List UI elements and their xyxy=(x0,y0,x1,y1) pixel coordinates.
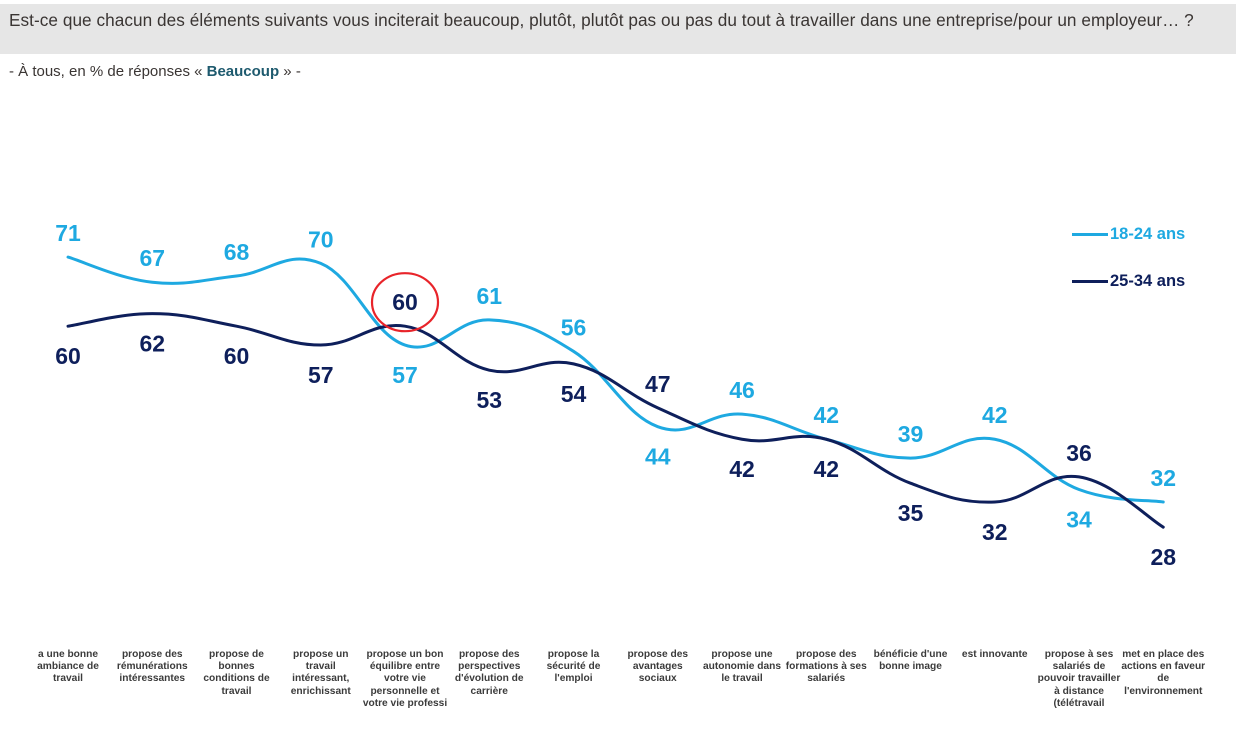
data-label: 60 xyxy=(224,343,250,369)
data-label: 42 xyxy=(813,456,839,482)
series-line-25-34-ans xyxy=(66,312,1165,529)
subtitle-suffix: » - xyxy=(279,63,301,80)
data-label: 62 xyxy=(139,331,165,357)
data-label: 67 xyxy=(139,245,165,271)
data-label: 28 xyxy=(1150,544,1176,570)
category-label: propose un bon équilibre entre votre vie… xyxy=(362,649,448,709)
data-label: 32 xyxy=(1150,465,1176,491)
data-label: 60 xyxy=(392,289,418,315)
series-line-18-24-ans xyxy=(66,255,1165,504)
data-label: 44 xyxy=(645,444,671,470)
data-label: 46 xyxy=(729,377,755,403)
category-label: propose de bonnes conditions de travail xyxy=(203,649,270,697)
data-label: 56 xyxy=(561,314,587,340)
data-label: 60 xyxy=(55,343,81,369)
data-label: 70 xyxy=(308,226,334,252)
question-text: Est-ce que chacun des éléments suivants … xyxy=(9,10,1194,30)
data-label: 34 xyxy=(1066,506,1092,532)
category-label: propose à ses salariés de pouvoir travai… xyxy=(1037,649,1121,709)
category-label: propose des perspectives d'évolution de … xyxy=(454,649,524,697)
category-label: propose un travail intéressant, enrichis… xyxy=(290,649,351,697)
subtitle-emphasis: Beaucoup xyxy=(206,63,280,80)
category-label: a une bonne ambiance de travail xyxy=(37,649,99,685)
data-label: 57 xyxy=(308,362,334,388)
highlight-circle xyxy=(370,272,440,333)
category-label: propose des avantages sociaux xyxy=(627,649,689,685)
legend-label-25-34: 25-34 ans xyxy=(1110,272,1186,290)
question-band: Est-ce que chacun des éléments suivants … xyxy=(0,4,1236,54)
category-label: propose des rémunérations intéressantes xyxy=(116,649,188,685)
category-label: propose des formations à ses salariés xyxy=(785,649,867,685)
legend-label-18-24: 18-24 ans xyxy=(1110,225,1186,243)
data-label: 39 xyxy=(898,421,924,447)
data-label: 42 xyxy=(813,402,839,428)
category-label: propose la sécurité de l'emploi xyxy=(546,649,601,685)
data-label: 42 xyxy=(982,402,1008,428)
data-label: 36 xyxy=(1066,440,1092,466)
data-label: 32 xyxy=(982,519,1008,545)
legend-item-25-34: 25-34 ans xyxy=(1072,272,1185,291)
category-label: met en place des actions en faveur de l'… xyxy=(1121,649,1206,697)
legend-swatch-18-24 xyxy=(1072,233,1108,236)
subtitle-prefix: - À tous, en % de réponses « xyxy=(9,63,207,80)
data-label: 71 xyxy=(55,220,81,246)
data-label: 53 xyxy=(476,387,502,413)
category-label: est innovante xyxy=(961,649,1028,660)
data-label: 61 xyxy=(476,283,502,309)
category-label: propose une autonomie dans le travail xyxy=(702,649,782,685)
data-label: 57 xyxy=(392,362,418,388)
data-label: 54 xyxy=(561,381,587,407)
data-label: 35 xyxy=(898,500,924,526)
legend-swatch-25-34 xyxy=(1072,280,1108,283)
category-label: bénéficie d'une bonne image xyxy=(873,649,948,673)
data-label: 42 xyxy=(729,456,755,482)
data-label: 68 xyxy=(224,239,250,265)
subtitle: - À tous, en % de réponses « Beaucoup » … xyxy=(9,63,301,80)
data-label: 47 xyxy=(645,371,671,397)
legend-item-18-24: 18-24 ans xyxy=(1072,225,1185,244)
